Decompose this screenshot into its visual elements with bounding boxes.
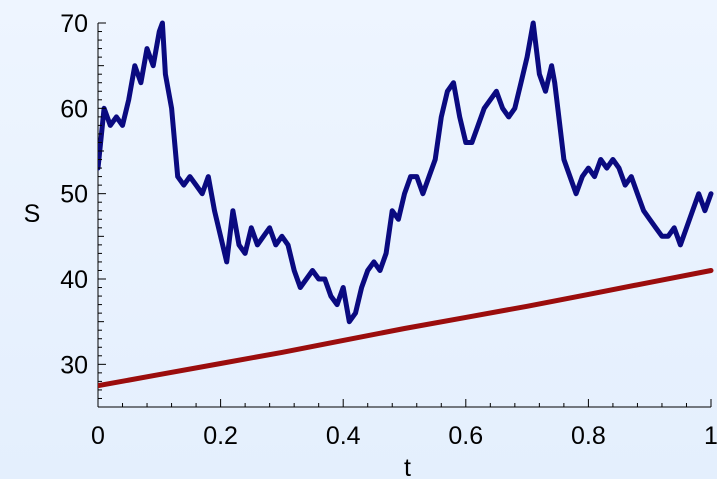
ticks-layer: 0 0.2 0.4 0.6 0.8 1 30 40 50 60 70 (60, 10, 717, 450)
y-tick-label: 70 (60, 10, 88, 38)
x-tick-label: 0 (91, 422, 105, 450)
x-axis-label: t (404, 454, 411, 479)
x-tick-label: 0.2 (203, 422, 238, 450)
x-tick-label: 0.4 (326, 422, 361, 450)
y-tick-label: 50 (60, 181, 88, 209)
boundary-series-line (98, 268, 714, 389)
y-tick-label: 40 (60, 266, 88, 294)
series-layer (98, 20, 714, 389)
x-tick-label: 0.8 (571, 422, 606, 450)
y-axis-label: S (24, 200, 41, 228)
stock-price-series-line (98, 20, 714, 325)
x-tick-label: 1 (704, 422, 717, 450)
axes (97, 23, 711, 408)
y-tick-label: 60 (60, 95, 88, 123)
x-tick-label: 0.6 (448, 422, 483, 450)
y-tick-label: 30 (60, 351, 88, 379)
